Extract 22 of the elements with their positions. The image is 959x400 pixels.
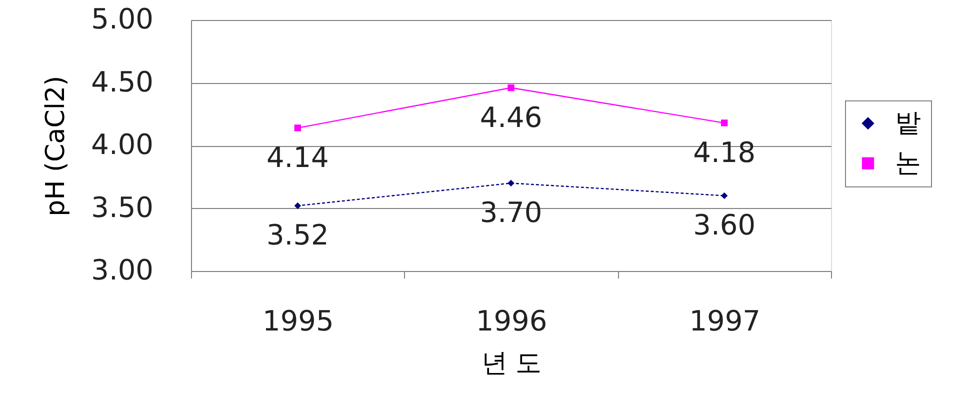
y-tick-label: 5.00 <box>91 2 154 36</box>
x-axis-title: 년 도 <box>481 348 542 378</box>
y-axis-title: pH (CaCl2) <box>41 76 72 216</box>
x-tick-label: 1995 <box>262 304 334 338</box>
x-tick-label: 1997 <box>689 304 760 338</box>
data-label: 4.46 <box>480 100 542 134</box>
point <box>294 202 302 210</box>
data-label: 4.14 <box>266 140 329 174</box>
legend-label: 밭 <box>895 108 921 138</box>
y-tick-label: 3.00 <box>91 254 154 286</box>
data-label: 3.60 <box>693 208 756 242</box>
x-tick-label: 1996 <box>476 304 548 338</box>
point <box>720 120 728 126</box>
y-tick-label: 4.50 <box>91 65 154 98</box>
y-tick-label: 3.50 <box>91 190 154 224</box>
legend-label: 논 <box>895 148 921 178</box>
point <box>508 84 514 92</box>
point <box>720 192 728 200</box>
point <box>294 124 302 132</box>
y-tick-label: 4.00 <box>91 128 154 161</box>
point <box>508 180 514 187</box>
data-label: 3.52 <box>266 218 329 252</box>
